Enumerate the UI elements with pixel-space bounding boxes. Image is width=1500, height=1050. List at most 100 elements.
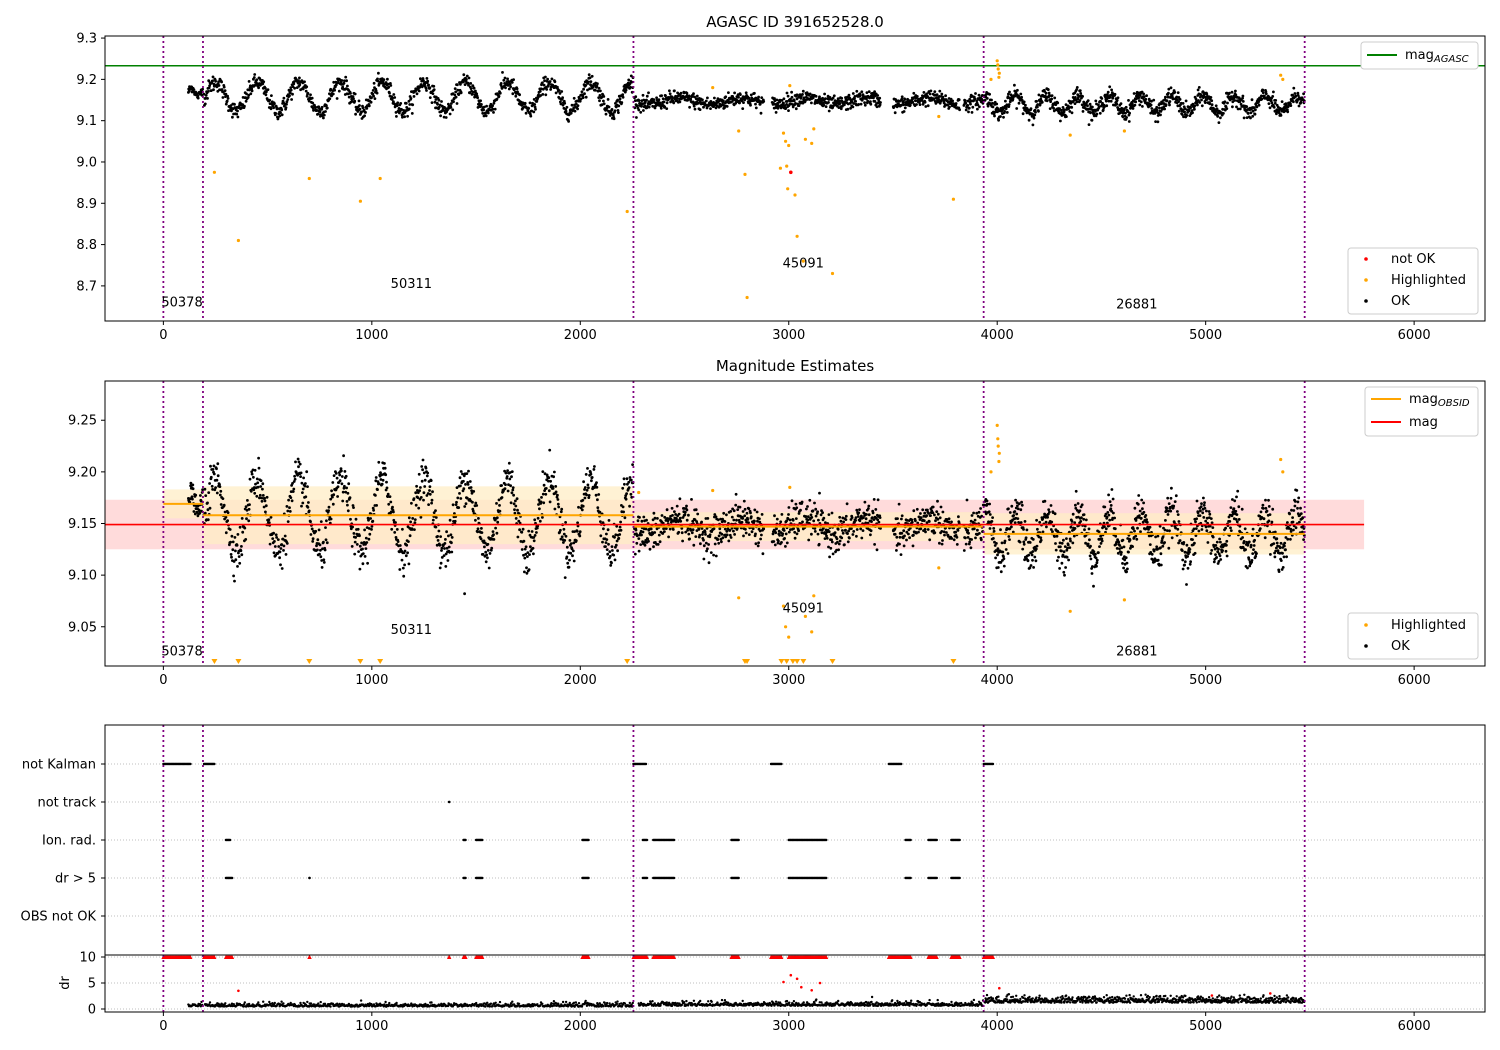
ok-point <box>407 562 411 566</box>
ok-point <box>903 534 906 538</box>
ok-point <box>219 503 223 506</box>
ok-point <box>234 549 237 553</box>
ok-point <box>240 553 244 557</box>
ok-point <box>1021 547 1025 551</box>
ok-point <box>345 500 349 503</box>
ok-point <box>926 528 930 531</box>
ok-point <box>457 506 461 509</box>
ok-point <box>994 556 997 560</box>
ok-point <box>997 118 1000 122</box>
ok-point <box>679 91 683 95</box>
highlighted-point <box>1279 73 1283 77</box>
ok-point <box>474 501 478 505</box>
ok-point <box>895 535 899 539</box>
ok-point <box>497 498 501 502</box>
ok-point <box>290 98 293 101</box>
ok-point <box>645 518 648 522</box>
ok-point <box>878 103 882 107</box>
ok-point <box>718 527 722 531</box>
ok-point <box>670 506 674 510</box>
ok-point <box>334 472 338 475</box>
ok-point <box>217 80 221 84</box>
ok-point <box>585 488 589 492</box>
ok-point <box>1203 101 1207 104</box>
ok-point <box>858 508 861 511</box>
ok-point <box>1236 107 1240 111</box>
ok-point <box>459 497 463 500</box>
ok-point <box>480 531 484 534</box>
ok-point <box>705 549 708 553</box>
ok-point <box>993 544 997 547</box>
highlighted-point <box>803 137 808 141</box>
ok-point <box>969 102 972 106</box>
ok-point <box>453 87 457 90</box>
ok-point <box>261 494 265 497</box>
ok-point <box>597 493 601 496</box>
highlighted-point <box>1122 129 1126 133</box>
ok-point <box>817 542 821 546</box>
ok-point <box>567 120 570 123</box>
ok-point <box>335 476 339 480</box>
ok-point <box>206 508 210 512</box>
ok-point <box>406 551 409 555</box>
ok-point <box>635 116 638 119</box>
ok-point <box>257 456 260 460</box>
ok-point <box>1091 565 1094 568</box>
ok-point <box>206 97 209 100</box>
ok-point <box>1261 91 1265 95</box>
ok-point <box>533 518 537 522</box>
ok-point <box>364 536 368 540</box>
ok-point <box>925 514 928 518</box>
ok-point <box>571 554 574 558</box>
ok-point <box>931 505 935 509</box>
ok-point <box>939 505 943 509</box>
ok-point <box>573 530 576 533</box>
ok-point <box>758 520 762 524</box>
ok-point <box>651 518 655 522</box>
ok-point <box>697 528 701 531</box>
ok-point <box>449 533 453 537</box>
ok-point <box>459 91 463 95</box>
ok-point <box>750 530 754 534</box>
ok-point <box>1092 550 1096 554</box>
ok-point <box>1058 567 1061 570</box>
ok-point <box>629 478 633 482</box>
ok-point <box>618 525 622 529</box>
ok-point <box>445 530 448 534</box>
ok-point <box>1055 534 1059 538</box>
ok-point <box>996 547 1000 551</box>
ok-point <box>773 514 776 518</box>
ok-point <box>1013 83 1016 87</box>
ok-point <box>1084 518 1088 522</box>
ok-point <box>310 527 314 531</box>
ok-point <box>866 99 870 103</box>
ok-point <box>296 473 299 477</box>
ok-point <box>687 532 691 536</box>
ok-point <box>361 562 365 566</box>
ok-point <box>624 88 628 92</box>
ok-point <box>941 95 945 99</box>
ok-point <box>1073 521 1077 525</box>
ok-point <box>1072 534 1076 538</box>
ok-point <box>247 93 251 97</box>
ok-point <box>1251 114 1255 118</box>
ok-point <box>1069 539 1072 543</box>
ok-point <box>262 80 266 84</box>
ok-point <box>814 507 818 511</box>
ok-point <box>705 527 709 530</box>
ok-point <box>1069 525 1073 529</box>
ok-point <box>413 521 417 525</box>
ok-point <box>284 106 288 109</box>
ok-point <box>245 508 249 512</box>
ok-point <box>749 511 752 515</box>
ok-point <box>747 507 751 511</box>
ok-point <box>653 516 657 520</box>
ok-point <box>351 525 354 529</box>
ok-point <box>1054 548 1058 552</box>
ok-point <box>730 526 734 530</box>
ok-point <box>351 504 355 507</box>
ok-point <box>706 547 709 551</box>
ok-point <box>486 556 489 560</box>
ok-point <box>414 491 418 495</box>
ok-point <box>816 532 820 536</box>
